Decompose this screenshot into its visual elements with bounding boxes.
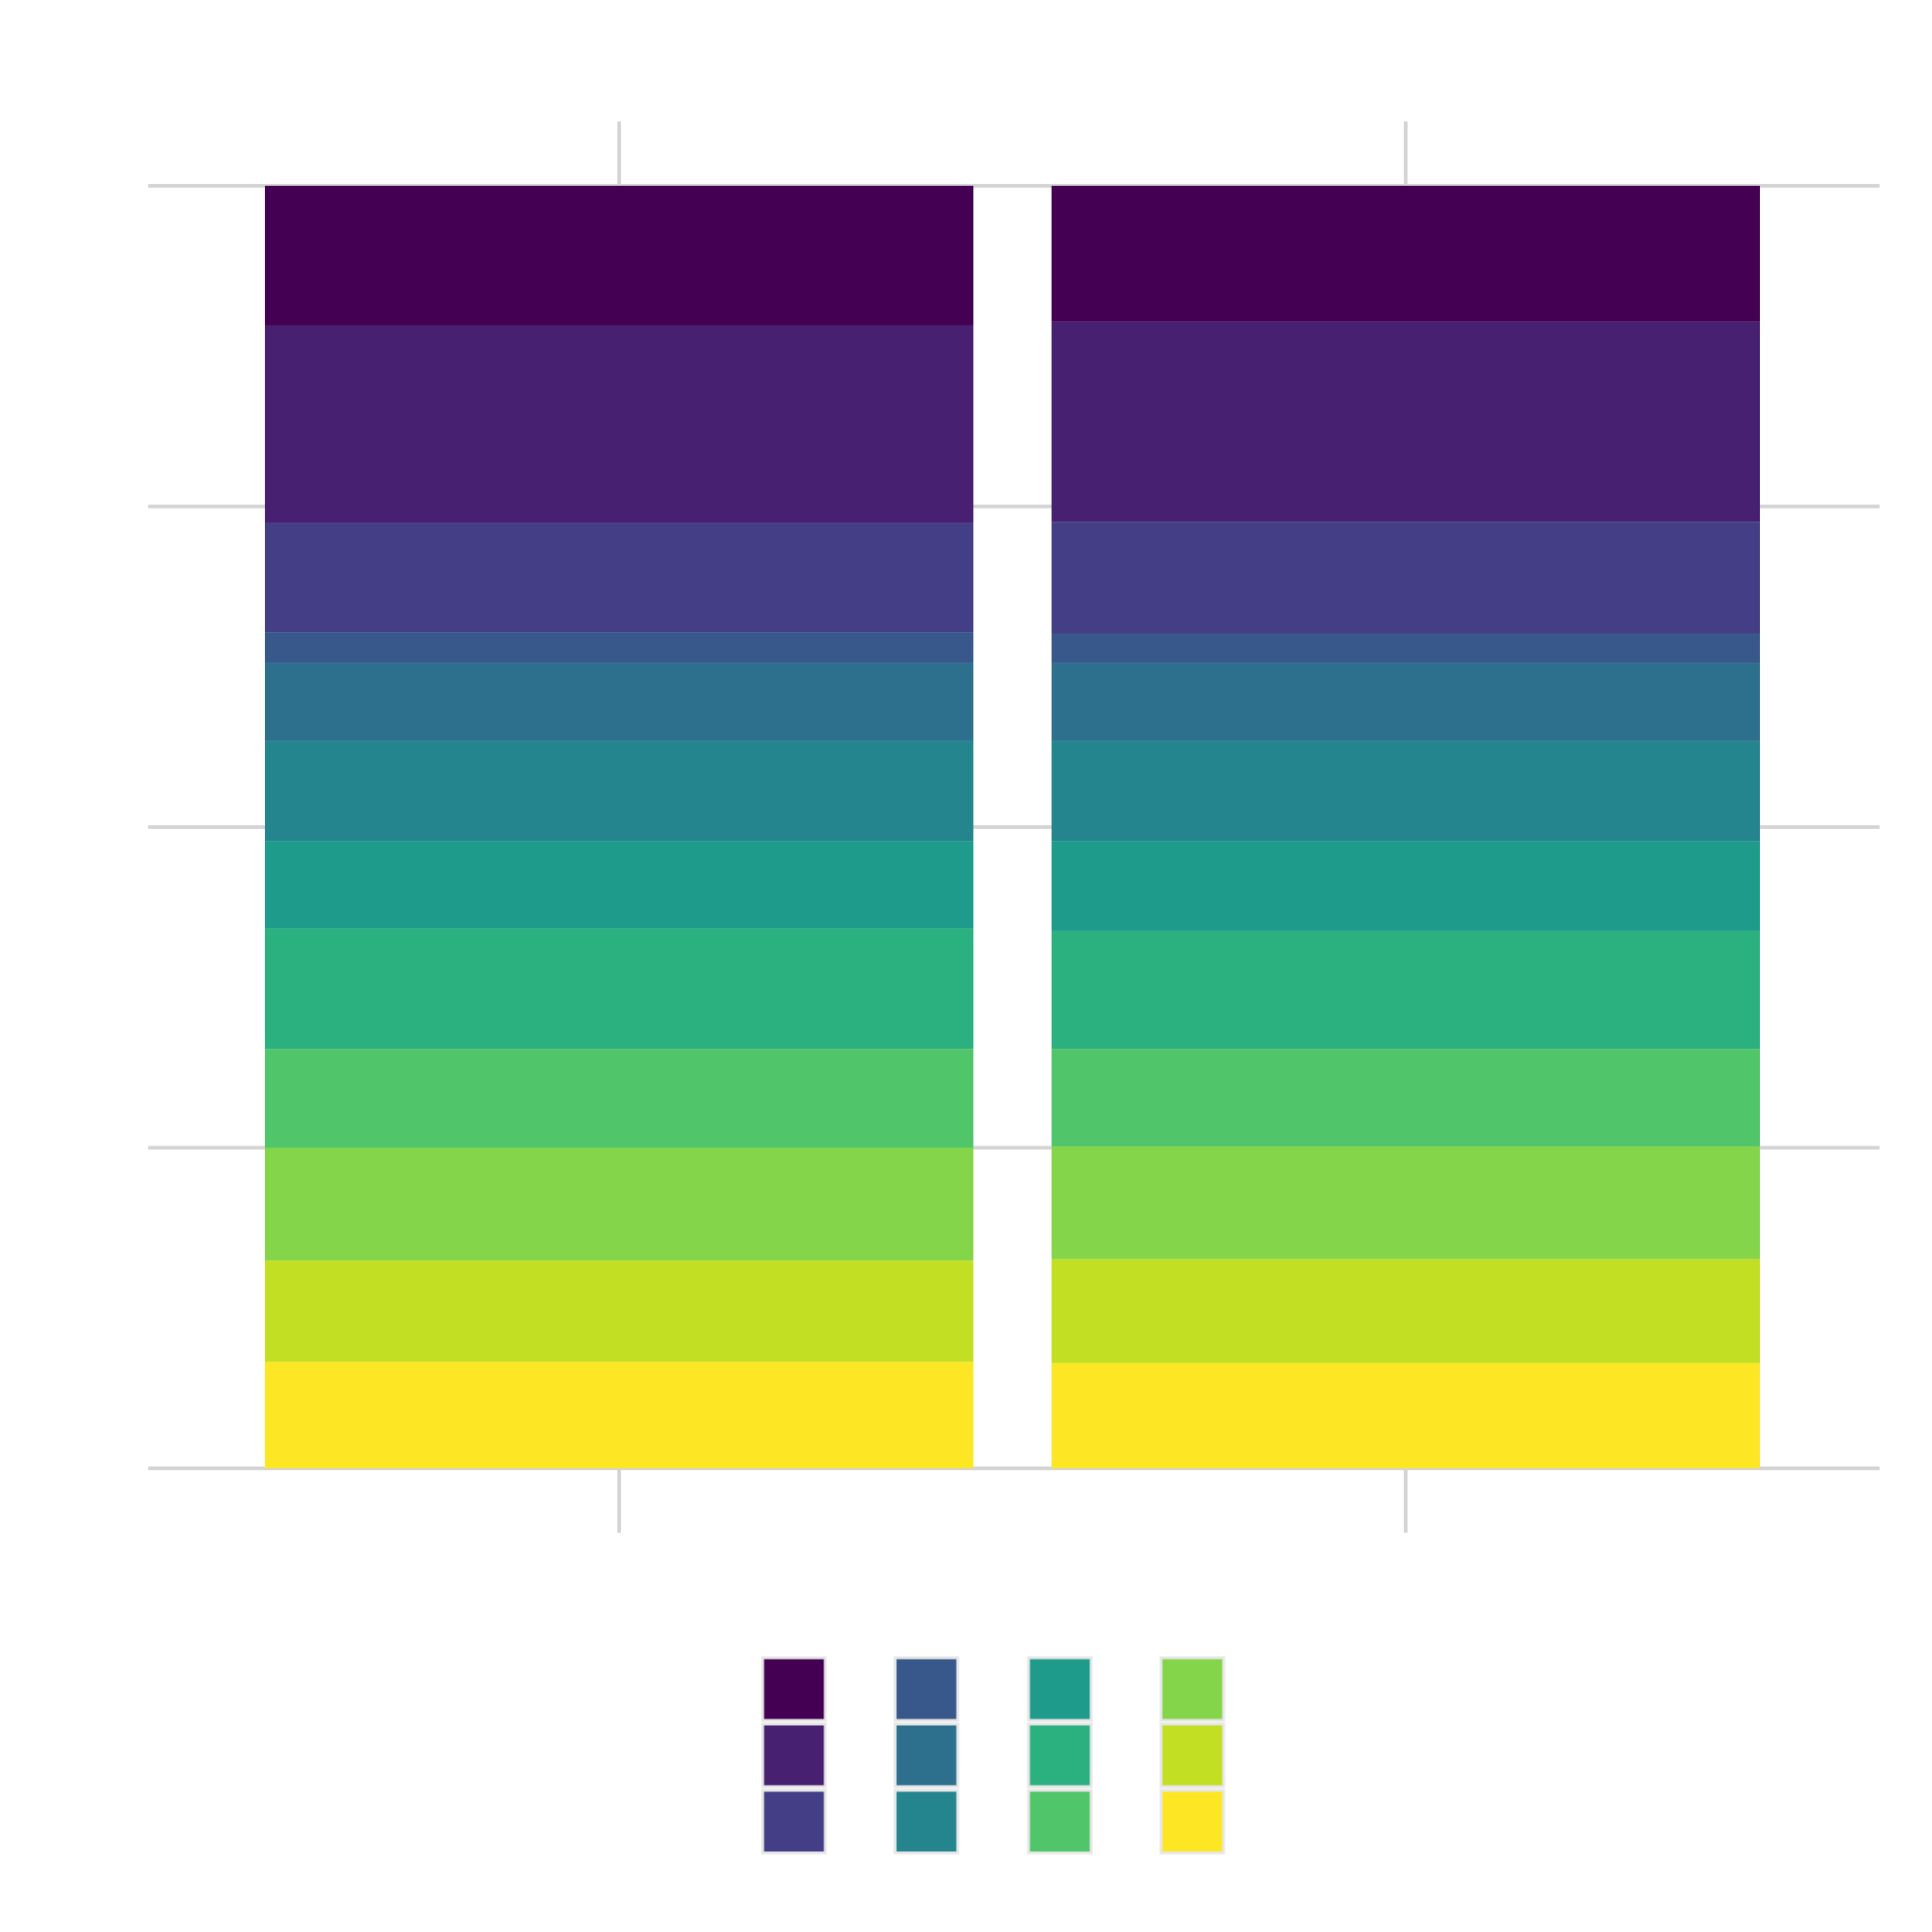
- bar-1-segment-8: [265, 928, 973, 1050]
- bars: [265, 186, 1760, 1468]
- legend-key-2: [761, 1722, 827, 1788]
- x-axis-ticks: [617, 121, 1408, 1533]
- bar-2-segment-4: [1052, 633, 1760, 663]
- legend-key-3: [761, 1788, 827, 1855]
- bar-1-segment-2: [265, 325, 973, 523]
- legend-key-7: [1027, 1656, 1093, 1722]
- bar-2-segment-12: [1052, 1363, 1760, 1468]
- legend: [761, 1656, 1225, 1855]
- bar-1-segment-7: [265, 841, 973, 929]
- legend-key-6: [893, 1788, 960, 1855]
- bar-1-segment-4: [265, 632, 973, 663]
- legend-key-12: [1159, 1788, 1225, 1855]
- legend-key-5: [893, 1722, 960, 1788]
- bar-1-segment-5: [265, 662, 973, 742]
- bar-2-segment-7: [1052, 841, 1760, 931]
- bar-2-segment-1: [1052, 186, 1760, 322]
- bar-2-segment-9: [1052, 1049, 1760, 1147]
- bar-1-segment-11: [265, 1260, 973, 1363]
- bar-2-segment-2: [1052, 321, 1760, 523]
- bar-1-segment-12: [265, 1362, 973, 1468]
- bar-2-segment-8: [1052, 930, 1760, 1050]
- bar-1-segment-1: [265, 186, 973, 326]
- bar-2-segment-10: [1052, 1146, 1760, 1259]
- bar-1-segment-9: [265, 1049, 973, 1148]
- bar-2-segment-3: [1052, 522, 1760, 634]
- bar-1-segment-6: [265, 741, 973, 842]
- legend-key-4: [893, 1656, 960, 1722]
- legend-key-8: [1027, 1722, 1093, 1788]
- legend-key-9: [1027, 1788, 1093, 1855]
- bar-1-segment-3: [265, 523, 973, 633]
- legend-key-1: [761, 1656, 827, 1722]
- legend-key-10: [1159, 1656, 1225, 1722]
- bar-2-segment-6: [1052, 741, 1760, 842]
- legend-key-11: [1159, 1722, 1225, 1788]
- bar-2-segment-5: [1052, 662, 1760, 742]
- bar-2-segment-11: [1052, 1259, 1760, 1363]
- bar-1-segment-10: [265, 1147, 973, 1261]
